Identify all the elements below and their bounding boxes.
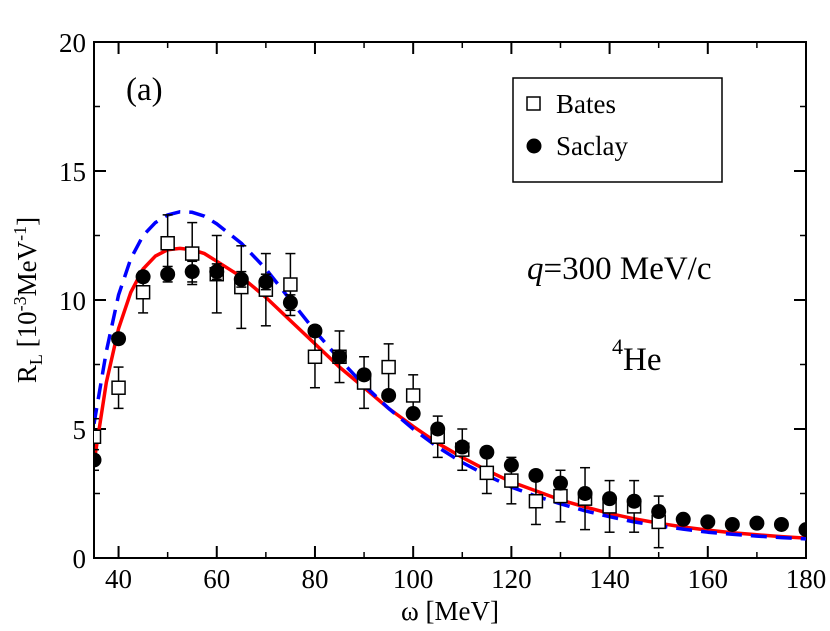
bates-data-point <box>94 429 102 444</box>
y-tick-label: 20 <box>59 28 86 58</box>
legend-label-bates: Bates <box>556 89 616 119</box>
momentum-symbol: q <box>527 251 544 287</box>
saclay-data-point <box>282 295 298 311</box>
saclay-data-point <box>381 387 397 403</box>
bates-data-point <box>479 465 495 481</box>
y-label-exp2: -1 <box>10 226 30 241</box>
bates-data-point <box>135 285 151 300</box>
saclay-data-point <box>135 269 151 285</box>
legend-marker-saclay <box>526 138 542 154</box>
saclay-data-point <box>258 274 274 290</box>
bates-data-point <box>553 488 568 504</box>
bates-data-point <box>283 277 298 292</box>
saclay-data-point <box>111 331 127 347</box>
panel-label: (a) <box>126 72 163 108</box>
saclay-data-point <box>700 514 716 530</box>
y-tick-label: 0 <box>73 544 87 574</box>
nucleus-symbol: He <box>623 342 661 378</box>
saclay-data-point <box>160 266 176 282</box>
saclay-data-point <box>233 271 249 287</box>
dashed-curve <box>94 210 806 541</box>
bates-data-point <box>184 246 200 261</box>
x-tick-label: 40 <box>105 564 132 594</box>
bates-data-point <box>381 359 396 375</box>
saclay-data-point <box>307 323 323 339</box>
saclay-data-point <box>724 516 740 532</box>
bates-data-point <box>111 380 126 395</box>
bates-data-point <box>405 388 421 403</box>
y-label-base: R <box>12 365 42 383</box>
saclay-data-point <box>773 516 789 532</box>
nucleus-annotation: 4He <box>612 334 661 378</box>
saclay-data-point <box>454 439 470 455</box>
x-tick-label: 140 <box>589 564 630 594</box>
saclay-data-point <box>503 457 519 473</box>
y-tick-label: 5 <box>73 415 87 445</box>
saclay-data-point <box>430 421 446 437</box>
saclay-data-point <box>749 515 765 531</box>
data-points <box>94 214 806 549</box>
x-tick-label: 80 <box>301 564 328 594</box>
saclay-data-point <box>184 264 200 280</box>
y-label-exp1: -3 <box>10 296 30 311</box>
saclay-data-point <box>651 504 667 520</box>
y-label-open: [10 <box>12 311 42 354</box>
saclay-data-point <box>209 264 225 280</box>
saclay-data-point <box>675 511 691 527</box>
x-tick-label: 120 <box>491 564 532 594</box>
axis-ticks: 40 60 80 100 120 140 160 180 0 5 10 15 20 <box>59 28 826 594</box>
saclay-data-point <box>528 467 544 483</box>
momentum-annotation: q=300 MeV/c <box>527 251 712 287</box>
y-label-close: ] <box>12 217 42 226</box>
theory-curves <box>94 210 806 541</box>
saclay-data-point <box>626 493 642 509</box>
y-label-sub: L <box>26 354 46 365</box>
y-label-unit: MeV <box>12 240 42 296</box>
saclay-data-point <box>552 475 568 491</box>
saclay-data-point <box>332 349 348 365</box>
x-axis-label: ω [MeV] <box>401 596 499 626</box>
x-tick-label: 160 <box>688 564 729 594</box>
y-tick-label: 10 <box>59 286 86 316</box>
saclay-data-point <box>356 367 372 383</box>
y-tick-label: 15 <box>59 157 86 187</box>
bates-data-point <box>528 493 544 509</box>
saclay-data-point <box>577 486 593 501</box>
solid-curve <box>94 246 806 540</box>
saclay-data-point <box>405 406 421 422</box>
nucleus-mass-number: 4 <box>612 334 623 359</box>
x-tick-label: 180 <box>786 564 827 594</box>
x-tick-label: 60 <box>203 564 230 594</box>
legend-box <box>512 77 723 183</box>
bates-data-point <box>504 473 519 488</box>
momentum-value: =300 MeV/c <box>544 251 712 287</box>
saclay-data-point <box>798 522 806 538</box>
bates-data-point <box>307 349 323 365</box>
saclay-data-point <box>479 444 495 460</box>
legend: Bates Saclay <box>512 77 723 183</box>
bates-data-point <box>160 235 175 251</box>
saclay-data-point <box>94 452 102 468</box>
legend-marker-bates <box>526 96 541 111</box>
y-axis-label: RL [10-3MeV-1] <box>10 217 46 383</box>
x-tick-label: 100 <box>393 564 434 594</box>
legend-label-saclay: Saclay <box>556 131 628 161</box>
saclay-data-point <box>602 491 618 507</box>
